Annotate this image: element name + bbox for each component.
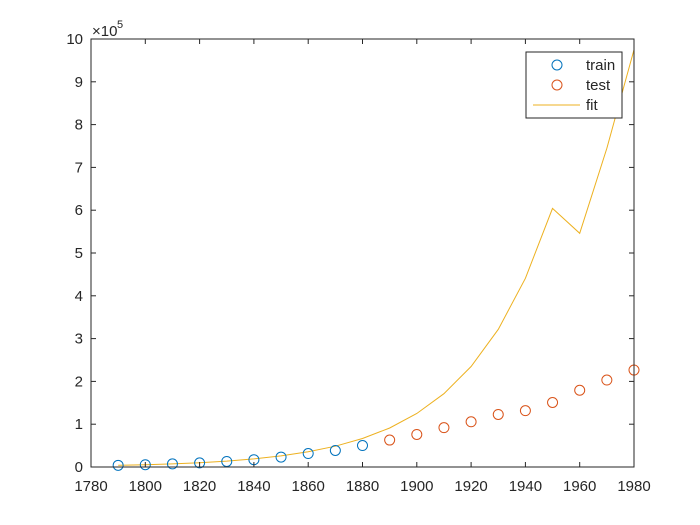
x-tick-label: 1780 bbox=[74, 478, 107, 495]
y-tick-label: 4 bbox=[75, 288, 83, 305]
train-point bbox=[329, 444, 341, 456]
plot-marks bbox=[112, 49, 640, 471]
train-point bbox=[112, 459, 124, 471]
legend-label-fit: fit bbox=[586, 97, 599, 114]
x-tick-label: 1840 bbox=[237, 478, 270, 495]
y-tick-label: 8 bbox=[75, 117, 83, 134]
y-tick-label: 3 bbox=[75, 331, 83, 348]
y-tick-label: 1 bbox=[75, 416, 83, 433]
train-point bbox=[275, 451, 287, 463]
x-tick-label: 1880 bbox=[346, 478, 379, 495]
legend-label-train: train bbox=[586, 57, 615, 74]
train-point bbox=[221, 455, 233, 467]
y-tick-label: 6 bbox=[75, 202, 83, 219]
y-tick-label: 0 bbox=[75, 459, 83, 476]
x-tick-label: 1800 bbox=[129, 478, 162, 495]
x-tick-label: 1980 bbox=[617, 478, 650, 495]
train-point bbox=[139, 459, 151, 471]
train-point bbox=[302, 448, 314, 460]
legend-box bbox=[525, 51, 623, 119]
train-point bbox=[194, 457, 206, 469]
test-point bbox=[574, 384, 586, 396]
legend-swatch-marker bbox=[551, 59, 563, 71]
y-tick-label: 10 bbox=[66, 31, 83, 48]
test-point bbox=[411, 428, 423, 440]
x-tick-label: 1900 bbox=[400, 478, 433, 495]
test-point bbox=[384, 434, 396, 446]
axes: 1780 1800 1820 1840 1860 1880 1900 1920 1940 1960… bbox=[66, 31, 650, 495]
legend-label-test: test bbox=[586, 77, 611, 94]
y-tick-label: 9 bbox=[75, 74, 83, 91]
legend: train test fit bbox=[525, 51, 623, 119]
x-tick-label: 1940 bbox=[509, 478, 542, 495]
x-tick-label: 1920 bbox=[454, 478, 487, 495]
legend-swatch-marker bbox=[551, 79, 563, 91]
y-exponent-base: ×10 bbox=[92, 23, 117, 40]
test-point bbox=[547, 397, 559, 409]
test-point bbox=[492, 408, 504, 420]
test-point bbox=[519, 405, 531, 417]
y-exponent-power: 5 bbox=[117, 19, 123, 31]
test-point bbox=[601, 374, 613, 386]
test-point bbox=[465, 416, 477, 428]
train-point bbox=[166, 458, 178, 470]
train-point bbox=[357, 440, 368, 452]
x-tick-label: 1820 bbox=[183, 478, 216, 495]
test-point bbox=[438, 422, 450, 434]
y-tick-label: 7 bbox=[75, 159, 83, 176]
y-tick-label: 5 bbox=[75, 245, 83, 262]
x-tick-label: 1860 bbox=[292, 478, 325, 495]
x-tick-label: 1960 bbox=[563, 478, 596, 495]
y-tick-label: 2 bbox=[75, 373, 83, 390]
